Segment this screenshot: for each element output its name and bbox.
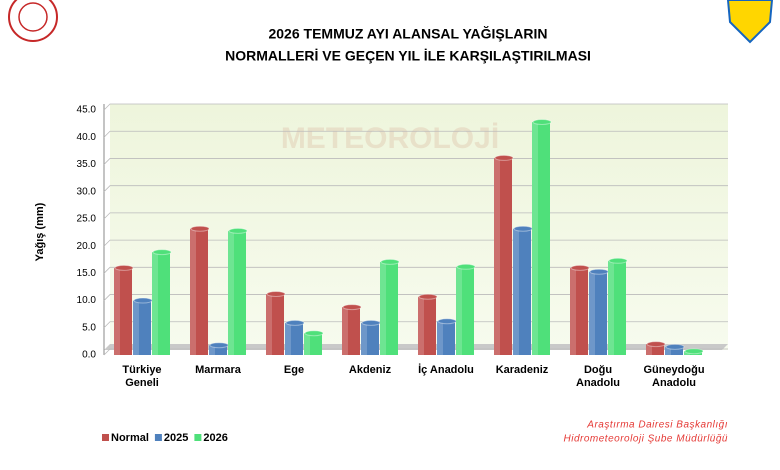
bar [570,264,590,355]
legend-swatch [102,434,109,441]
bar [266,291,286,355]
chart-title: 2026 TEMMUZ AYI ALANSAL YAĞIŞLARIN [268,25,547,42]
bar [152,249,172,355]
legend-label: 2026 [203,432,227,444]
grid-line [103,130,728,138]
bar [665,343,685,355]
y-tick-label: 0.0 [82,350,96,361]
y-tick-label: 45.0 [77,105,97,116]
bar [608,257,628,355]
bar [133,297,153,355]
bar [190,225,210,355]
y-tick-label: 25.0 [77,214,97,225]
bar [228,227,248,355]
bar [342,304,362,355]
y-tick-label: 35.0 [77,159,97,170]
x-tick-label: İç Anadolu [418,364,474,376]
grid-line [103,103,728,111]
bar [304,330,324,355]
x-tick-label: Güneydoğu Anadolu [643,364,705,389]
y-tick-label: 15.0 [77,268,97,279]
bar [209,342,229,355]
bar [532,118,552,355]
bar [646,341,666,355]
y-tick-label: 40.0 [77,132,97,143]
y-axis-label: Yağış (mm) [34,202,46,261]
y-tick-label: 10.0 [77,295,97,306]
y-tick-label: 20.0 [77,241,97,252]
legend-label: Normal [111,432,149,444]
grid-line [103,158,728,165]
logo-right [726,0,774,44]
y-tick-label: 5.0 [82,322,96,333]
bar [589,268,609,355]
bar [285,319,305,355]
bar [380,258,400,355]
x-tick-label: Türkiye Geneli [122,364,162,389]
logo-left [8,0,58,42]
grid-line [103,185,728,192]
chart-title: NORMALLERİ VE GEÇEN YIL İLE KARŞILAŞTIRI… [225,48,591,64]
bar [361,319,381,355]
legend-swatch [154,434,162,441]
y-tick-label: 30.0 [77,186,97,197]
watermark: METEOROLOJİ [281,122,499,155]
bar [684,348,704,355]
x-tick-label: Karadeniz [495,364,549,376]
bar [513,225,533,355]
bar [418,293,438,355]
source-note: Hidrometeoroloji Şube Müdürlüğü [564,434,728,445]
x-tick-label: Ege [283,364,305,376]
grid-line [103,212,728,220]
x-tick-label: Doğu Anadolu [576,364,620,389]
legend-label: 2025 [164,432,188,444]
legend-swatch [194,434,202,441]
bar [114,264,134,355]
x-tick-label: Marmara [195,364,241,376]
x-tick-label: Akdeniz [348,364,392,376]
source-note: Araştırma Dairesi Başkanlığı [586,420,728,431]
bar [437,318,457,355]
bar [456,263,476,355]
logo-left-inner [18,2,48,32]
bar [494,154,514,355]
